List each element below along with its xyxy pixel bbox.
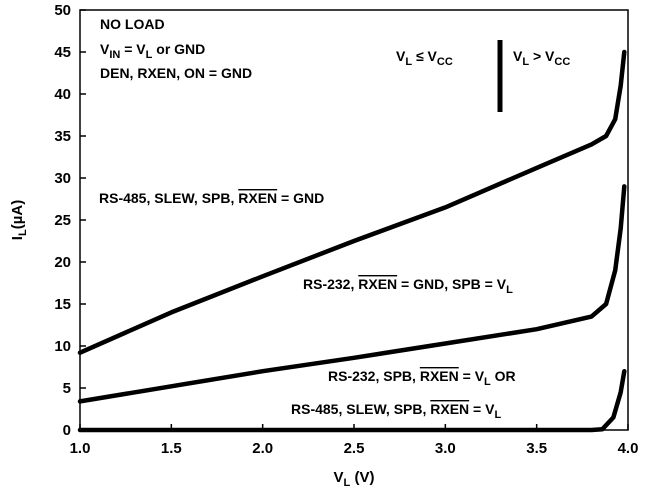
x-tick-label: 1.0 [70,440,91,457]
condition-line-3: DEN, RXEN, ON = GND [100,65,252,81]
series-2-label: RS-232, RXEN = GND, SPB = VL [303,276,513,296]
x-tick-label: 2.0 [252,440,273,457]
x-tick-label: 1.5 [161,440,182,457]
y-tick-label: 10 [54,338,71,355]
y-tick-label: 40 [54,86,71,103]
y-tick-label: 5 [63,380,71,397]
x-tick-label: 2.5 [344,440,365,457]
y-tick-label: 50 [54,2,71,19]
series-line-3 [77,368,627,433]
y-axis-label: IL(µA) [9,200,29,240]
y-tick-label: 35 [54,128,71,145]
condition-line-1: NO LOAD [100,16,165,32]
region-label-right: VL > VCC [513,48,570,68]
y-tick-label: 30 [54,170,71,187]
y-tick-label: 0 [63,422,71,439]
x-tick-label: 4.0 [618,440,639,457]
series-1-label: RS-485, SLEW, SPB, RXEN = GND [99,190,324,206]
y-tick-label: 45 [54,44,71,61]
series-3-label-line-1: RS-232, SPB, RXEN = VL OR [328,368,516,388]
region-label-left: VL ≤ VCC [396,48,453,68]
y-tick-label: 20 [54,254,71,271]
series-group [77,49,627,433]
x-tick-label: 3.0 [435,440,456,457]
x-axis-label: VL (V) [334,469,375,489]
series-line-2 [77,184,627,404]
condition-line-2: VIN = VL or GND [100,41,205,61]
y-tick-label: 15 [54,296,71,313]
axis-ticks: 1.0 1.5 2.0 2.5 3.0 3.5 4.0 0 5 10 15 20 25 30 35 40 45 5… [54,2,638,457]
series-line-1 [77,49,627,355]
y-tick-label: 25 [54,212,71,229]
x-tick-label: 3.5 [526,440,547,457]
series-3-label-line-2: RS-485, SLEW, SPB, RXEN = VL [291,401,501,421]
